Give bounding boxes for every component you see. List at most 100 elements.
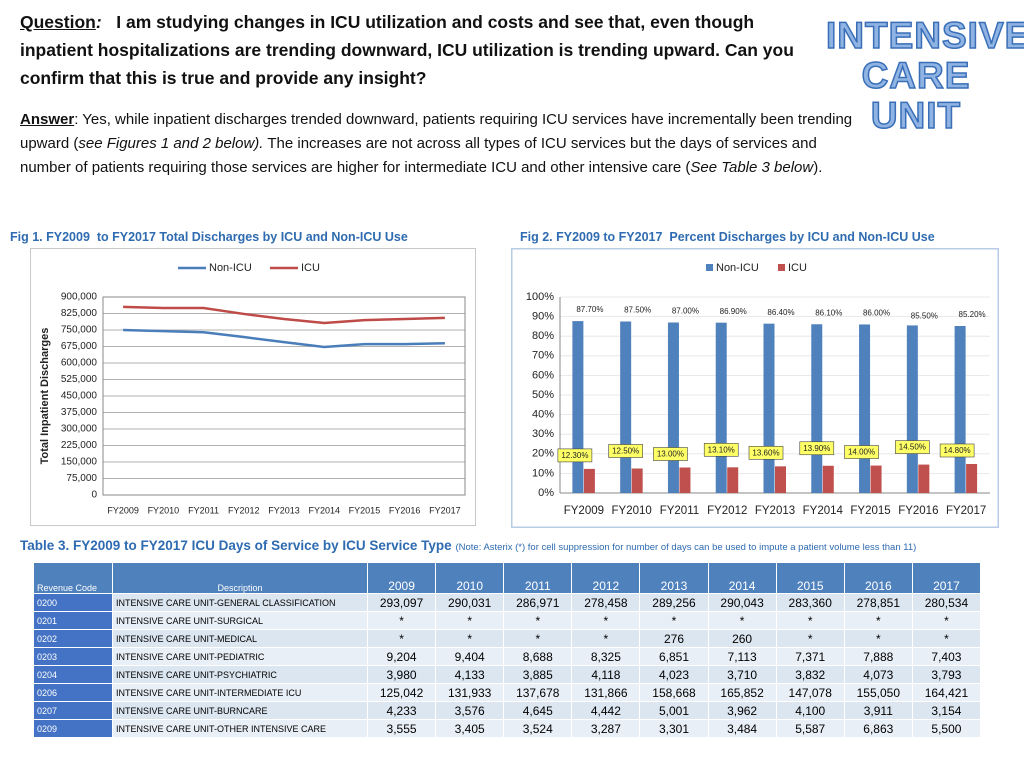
- bar: [966, 463, 978, 493]
- answer-label: Answer: [20, 111, 75, 128]
- cell: 278,851: [843, 593, 913, 612]
- x-tick-label: FY2012: [707, 505, 747, 517]
- answer: Answer: Yes, while inpatient discharges …: [20, 108, 860, 180]
- column-header: 2015: [775, 562, 845, 594]
- cell: *: [571, 611, 641, 630]
- cell: 3,710: [707, 665, 777, 684]
- cell: 3,980: [366, 665, 437, 684]
- cell: 5,001: [639, 701, 709, 720]
- cell: 3,154: [911, 701, 981, 720]
- column-header: 2009: [366, 562, 437, 594]
- y-tick-label: 60%: [532, 369, 554, 381]
- cell: 3,962: [707, 701, 777, 720]
- label-box: [844, 445, 879, 459]
- cell: *: [775, 629, 845, 648]
- y-tick-label: 90%: [532, 311, 554, 323]
- revenue-code: 0203: [33, 647, 113, 666]
- data-label: 14.50%: [899, 443, 926, 452]
- bar: [906, 325, 918, 493]
- description: INTENSIVE CARE UNIT-PSYCHIATRIC: [112, 665, 368, 684]
- cell: *: [911, 629, 981, 648]
- cell: 9,404: [435, 647, 505, 666]
- cell: 3,405: [435, 719, 505, 738]
- table-row: 0200 INTENSIVE CARE UNIT-GENERAL CLASSIFI…: [33, 593, 981, 612]
- plot-frame: [102, 296, 466, 496]
- y-tick-label: 600,000: [61, 358, 98, 369]
- cell: 6,851: [639, 647, 709, 666]
- revenue-code: 0204: [33, 665, 113, 684]
- cell: 4,442: [571, 701, 641, 720]
- column-header: 2010: [435, 562, 505, 594]
- x-tick-label: FY2013: [755, 505, 795, 517]
- cell: 147,078: [775, 683, 845, 702]
- legend-swatch: [706, 264, 713, 271]
- y-tick-label: 10%: [532, 467, 554, 479]
- table-row: 0201 INTENSIVE CARE UNIT-SURGICAL * * * * * * * *…: [33, 611, 981, 630]
- x-tick-label: FY2010: [148, 505, 180, 515]
- data-label: 87.00%: [672, 307, 699, 316]
- cell: *: [435, 629, 505, 648]
- x-tick-label: FY2011: [660, 505, 699, 517]
- table-title: Table 3. FY2009 to FY2017 ICU Days of Se…: [20, 538, 916, 553]
- cell: 278,458: [571, 593, 641, 612]
- cell: 4,100: [775, 701, 845, 720]
- label-box: [557, 448, 593, 463]
- x-tick-label: FY2010: [612, 505, 652, 517]
- cell: 8,688: [503, 647, 573, 666]
- cell: 3,555: [366, 719, 437, 738]
- bar: [775, 466, 786, 493]
- chart: 0% 10% 20% 30% 40% 50% 60% 70% 80% 90% 100% FY2009 F…: [511, 248, 999, 528]
- cell: 280,534: [911, 593, 981, 612]
- answer-ref: see Figures 1 and 2 below).: [78, 135, 264, 152]
- bar: [763, 323, 775, 493]
- y-tick-label: 450,000: [61, 391, 98, 402]
- legend-label: ICU: [301, 262, 320, 274]
- description: INTENSIVE CARE UNIT-GENERAL CLASSIFICATI…: [112, 593, 368, 612]
- cell: 3,576: [435, 701, 505, 720]
- y-tick-label: 150,000: [61, 457, 98, 468]
- label-box: [895, 440, 930, 454]
- cell: 4,118: [571, 665, 641, 684]
- data-label: 85.20%: [959, 310, 986, 319]
- table-row: 0203 INTENSIVE CARE UNIT-PEDIATRIC 9,204 9,…: [33, 647, 981, 666]
- data-label: 86.10%: [815, 308, 842, 317]
- column-header: 2014: [707, 562, 777, 594]
- bar: [631, 468, 643, 493]
- cell: 289,256: [639, 593, 709, 612]
- question-colon: :: [95, 12, 102, 32]
- revenue-code: 0207: [33, 701, 113, 720]
- x-tick-label: FY2009: [107, 505, 139, 515]
- column-header: 2016: [843, 562, 913, 594]
- data-label: 13.90%: [803, 444, 830, 453]
- x-tick-label: FY2014: [308, 505, 340, 515]
- data-label: 85.50%: [911, 312, 938, 321]
- cell: *: [435, 611, 505, 630]
- data-label: 86.00%: [863, 309, 890, 318]
- figure-title: Fig 2. FY2009 to FY2017 Percent Discharg…: [520, 230, 935, 244]
- question-text: I am studying changes in ICU utilization…: [20, 12, 794, 88]
- bar: [715, 322, 727, 493]
- y-tick-label: 525,000: [61, 374, 98, 385]
- x-tick-label: FY2015: [850, 505, 890, 517]
- x-tick-label: FY2016: [898, 505, 938, 517]
- cell: 7,113: [707, 647, 777, 666]
- cell: 3,484: [707, 719, 777, 738]
- cell: 6,863: [843, 719, 913, 738]
- cell: *: [911, 611, 981, 630]
- logo: INTENSIVE CARE UNIT: [825, 15, 1024, 137]
- cell: 3,287: [571, 719, 641, 738]
- label-box: [939, 443, 975, 458]
- cell: 155,050: [843, 683, 913, 702]
- legend-label: Non-ICU: [209, 262, 252, 274]
- y-tick-label: 750,000: [61, 325, 98, 336]
- cell: 260: [707, 629, 777, 648]
- revenue-code: 0206: [33, 683, 113, 702]
- answer-ref: See Table 3 below: [690, 159, 814, 176]
- description: INTENSIVE CARE UNIT-INTERMEDIATE ICU: [112, 683, 368, 702]
- figure-title: Fig 1. FY2009 to FY2017 Total Discharges…: [10, 230, 408, 244]
- table-row: 0204 INTENSIVE CARE UNIT-PSYCHIATRIC 3,980…: [33, 665, 981, 684]
- cell: *: [775, 611, 845, 630]
- cell: *: [707, 611, 777, 630]
- cell: 164,421: [911, 683, 981, 702]
